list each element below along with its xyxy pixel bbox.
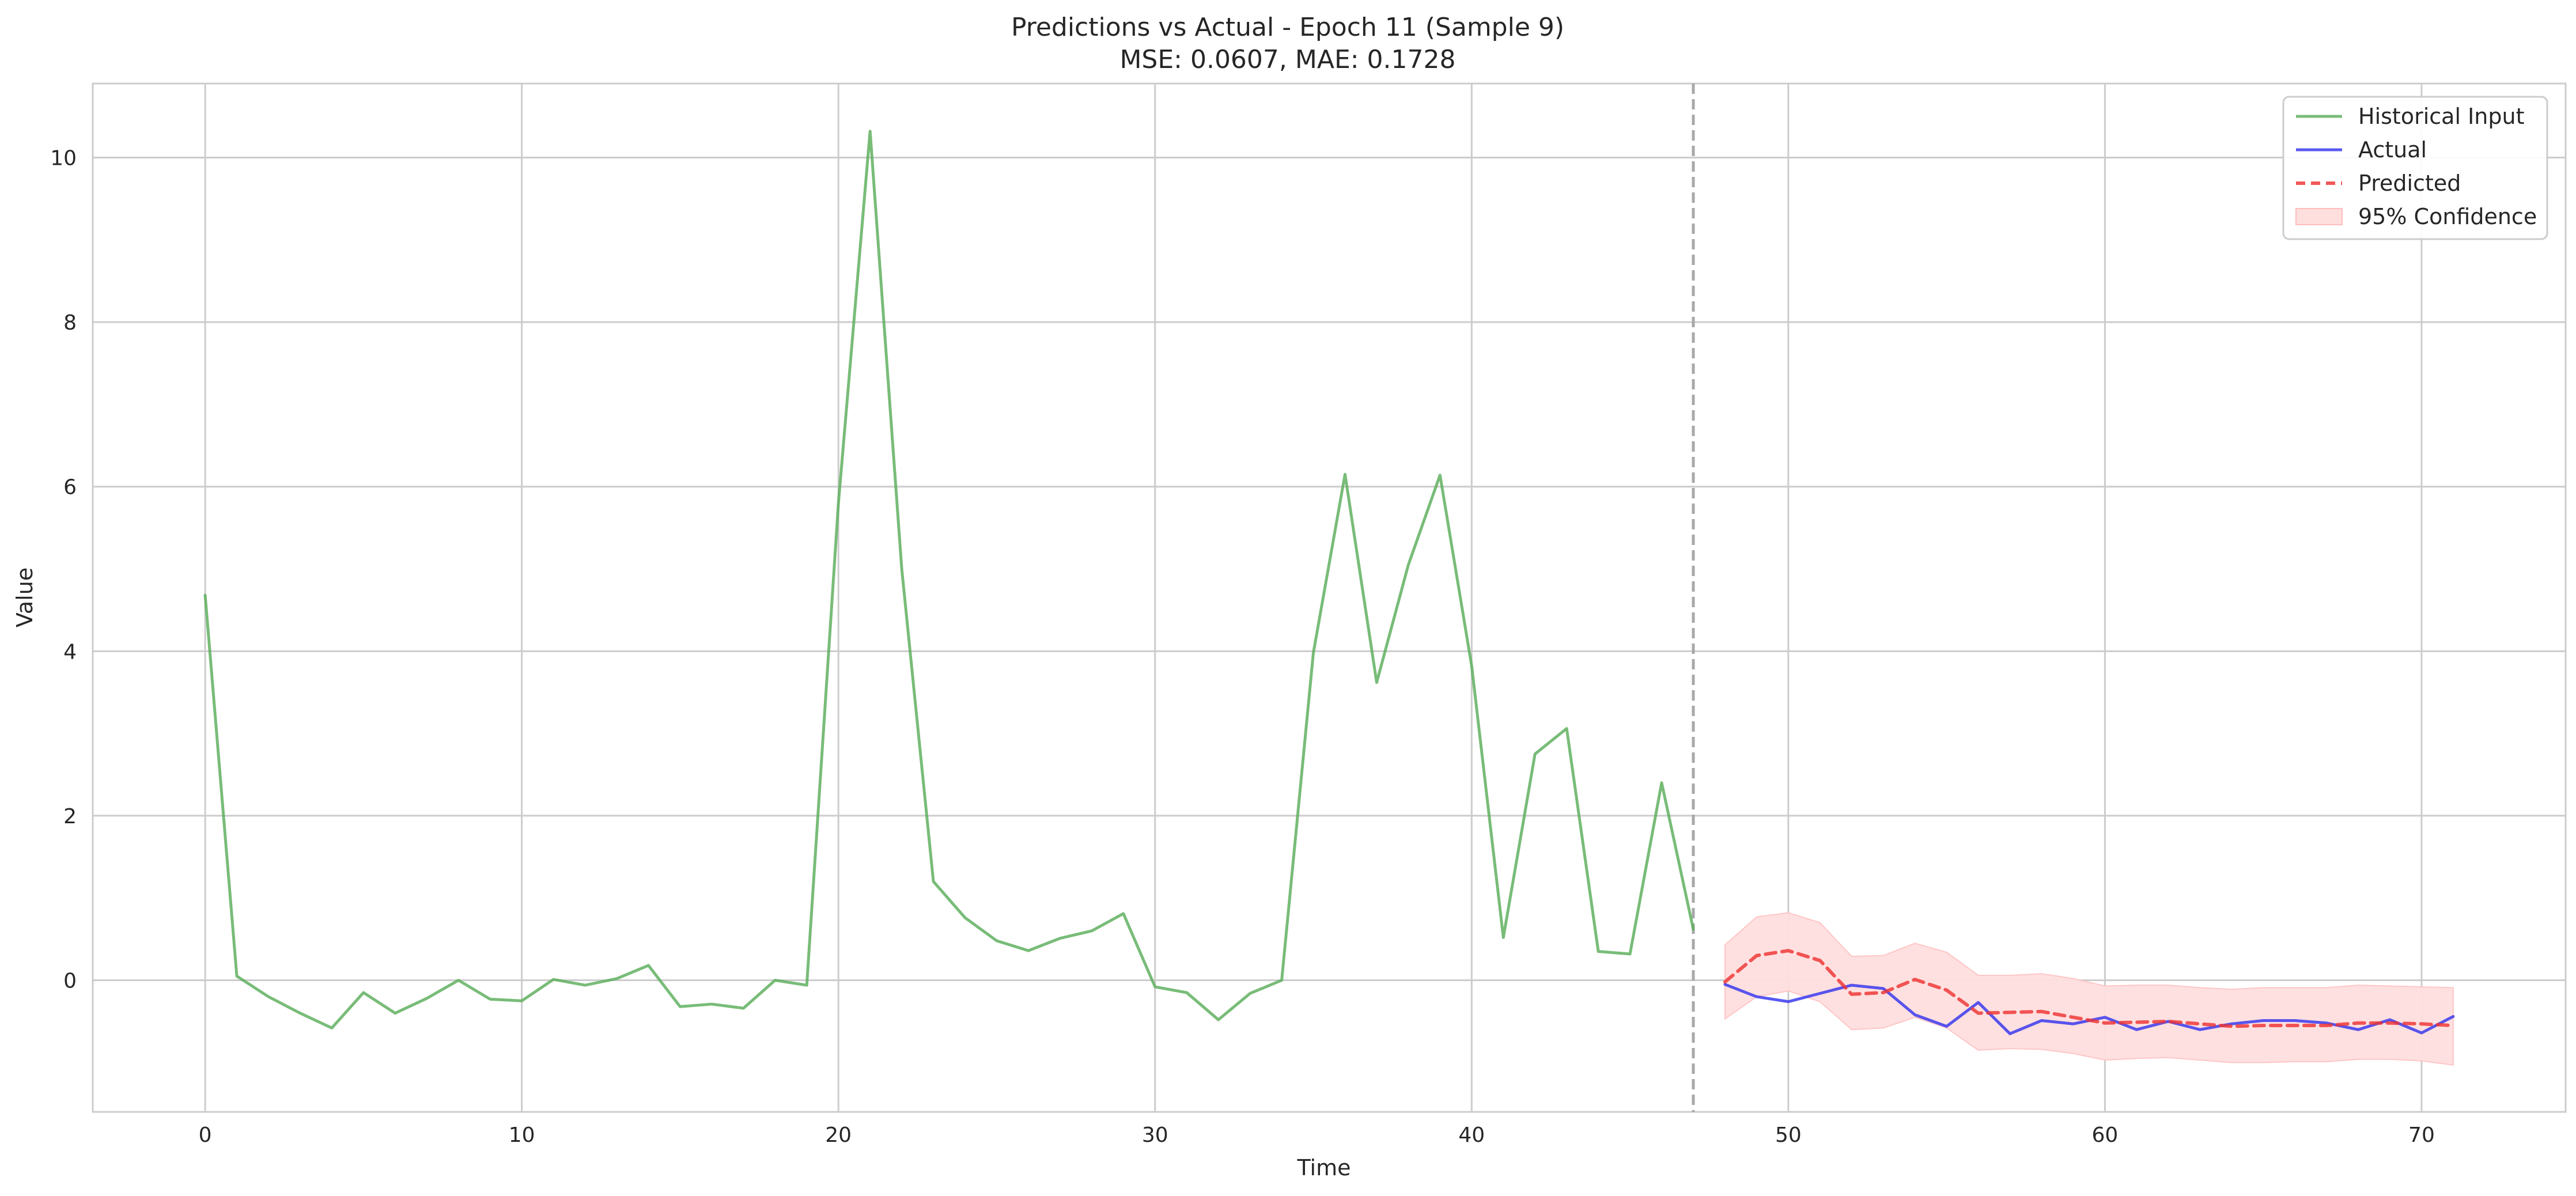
x-tick-label: 10	[509, 1123, 535, 1147]
y-tick-labels: 0 2 4 6 8 10	[50, 147, 77, 993]
y-tick-label: 0	[63, 970, 77, 993]
y-tick-label: 2	[63, 805, 77, 828]
legend-label: Predicted	[2358, 171, 2461, 196]
x-tick-label: 20	[825, 1123, 852, 1147]
y-tick-label: 8	[63, 311, 77, 335]
series-line-predicted	[1723, 949, 2455, 1028]
y-tick-label: 4	[63, 640, 77, 664]
y-axis-label: Value	[12, 567, 37, 627]
x-tick-label: 60	[2091, 1123, 2118, 1147]
x-tick-label: 0	[199, 1123, 212, 1147]
x-tick-label: 70	[2408, 1123, 2435, 1147]
y-tick-label: 10	[50, 147, 77, 171]
series-layer	[203, 130, 2455, 1035]
x-tick-label: 30	[1142, 1123, 1168, 1147]
plot-area-frame	[92, 82, 2567, 1113]
grid-lines	[93, 84, 2566, 1112]
y-tick-label: 6	[63, 476, 77, 499]
legend: Historical Input Actual Predicted 95% Confi…	[2282, 96, 2548, 240]
x-axis-label: Time	[1297, 1155, 1351, 1180]
series-line-historical-input	[203, 130, 1695, 1030]
legend-label: 95% Confidence	[2358, 204, 2537, 229]
chart-subtitle: MSE: 0.0607, MAE: 0.1728	[1119, 45, 1455, 74]
legend-label: Historical Input	[2358, 104, 2524, 129]
x-tick-label: 40	[1458, 1123, 1485, 1147]
legend-box	[2282, 96, 2548, 240]
chart-title: Predictions vs Actual - Epoch 11 (Sample…	[1011, 13, 1564, 42]
legend-swatch-confidence	[2295, 208, 2343, 225]
x-tick-labels: 0 10 20 30 40 50 60 70	[199, 1123, 2435, 1147]
x-tick-label: 50	[1775, 1123, 1802, 1147]
legend-label: Actual	[2358, 137, 2427, 162]
